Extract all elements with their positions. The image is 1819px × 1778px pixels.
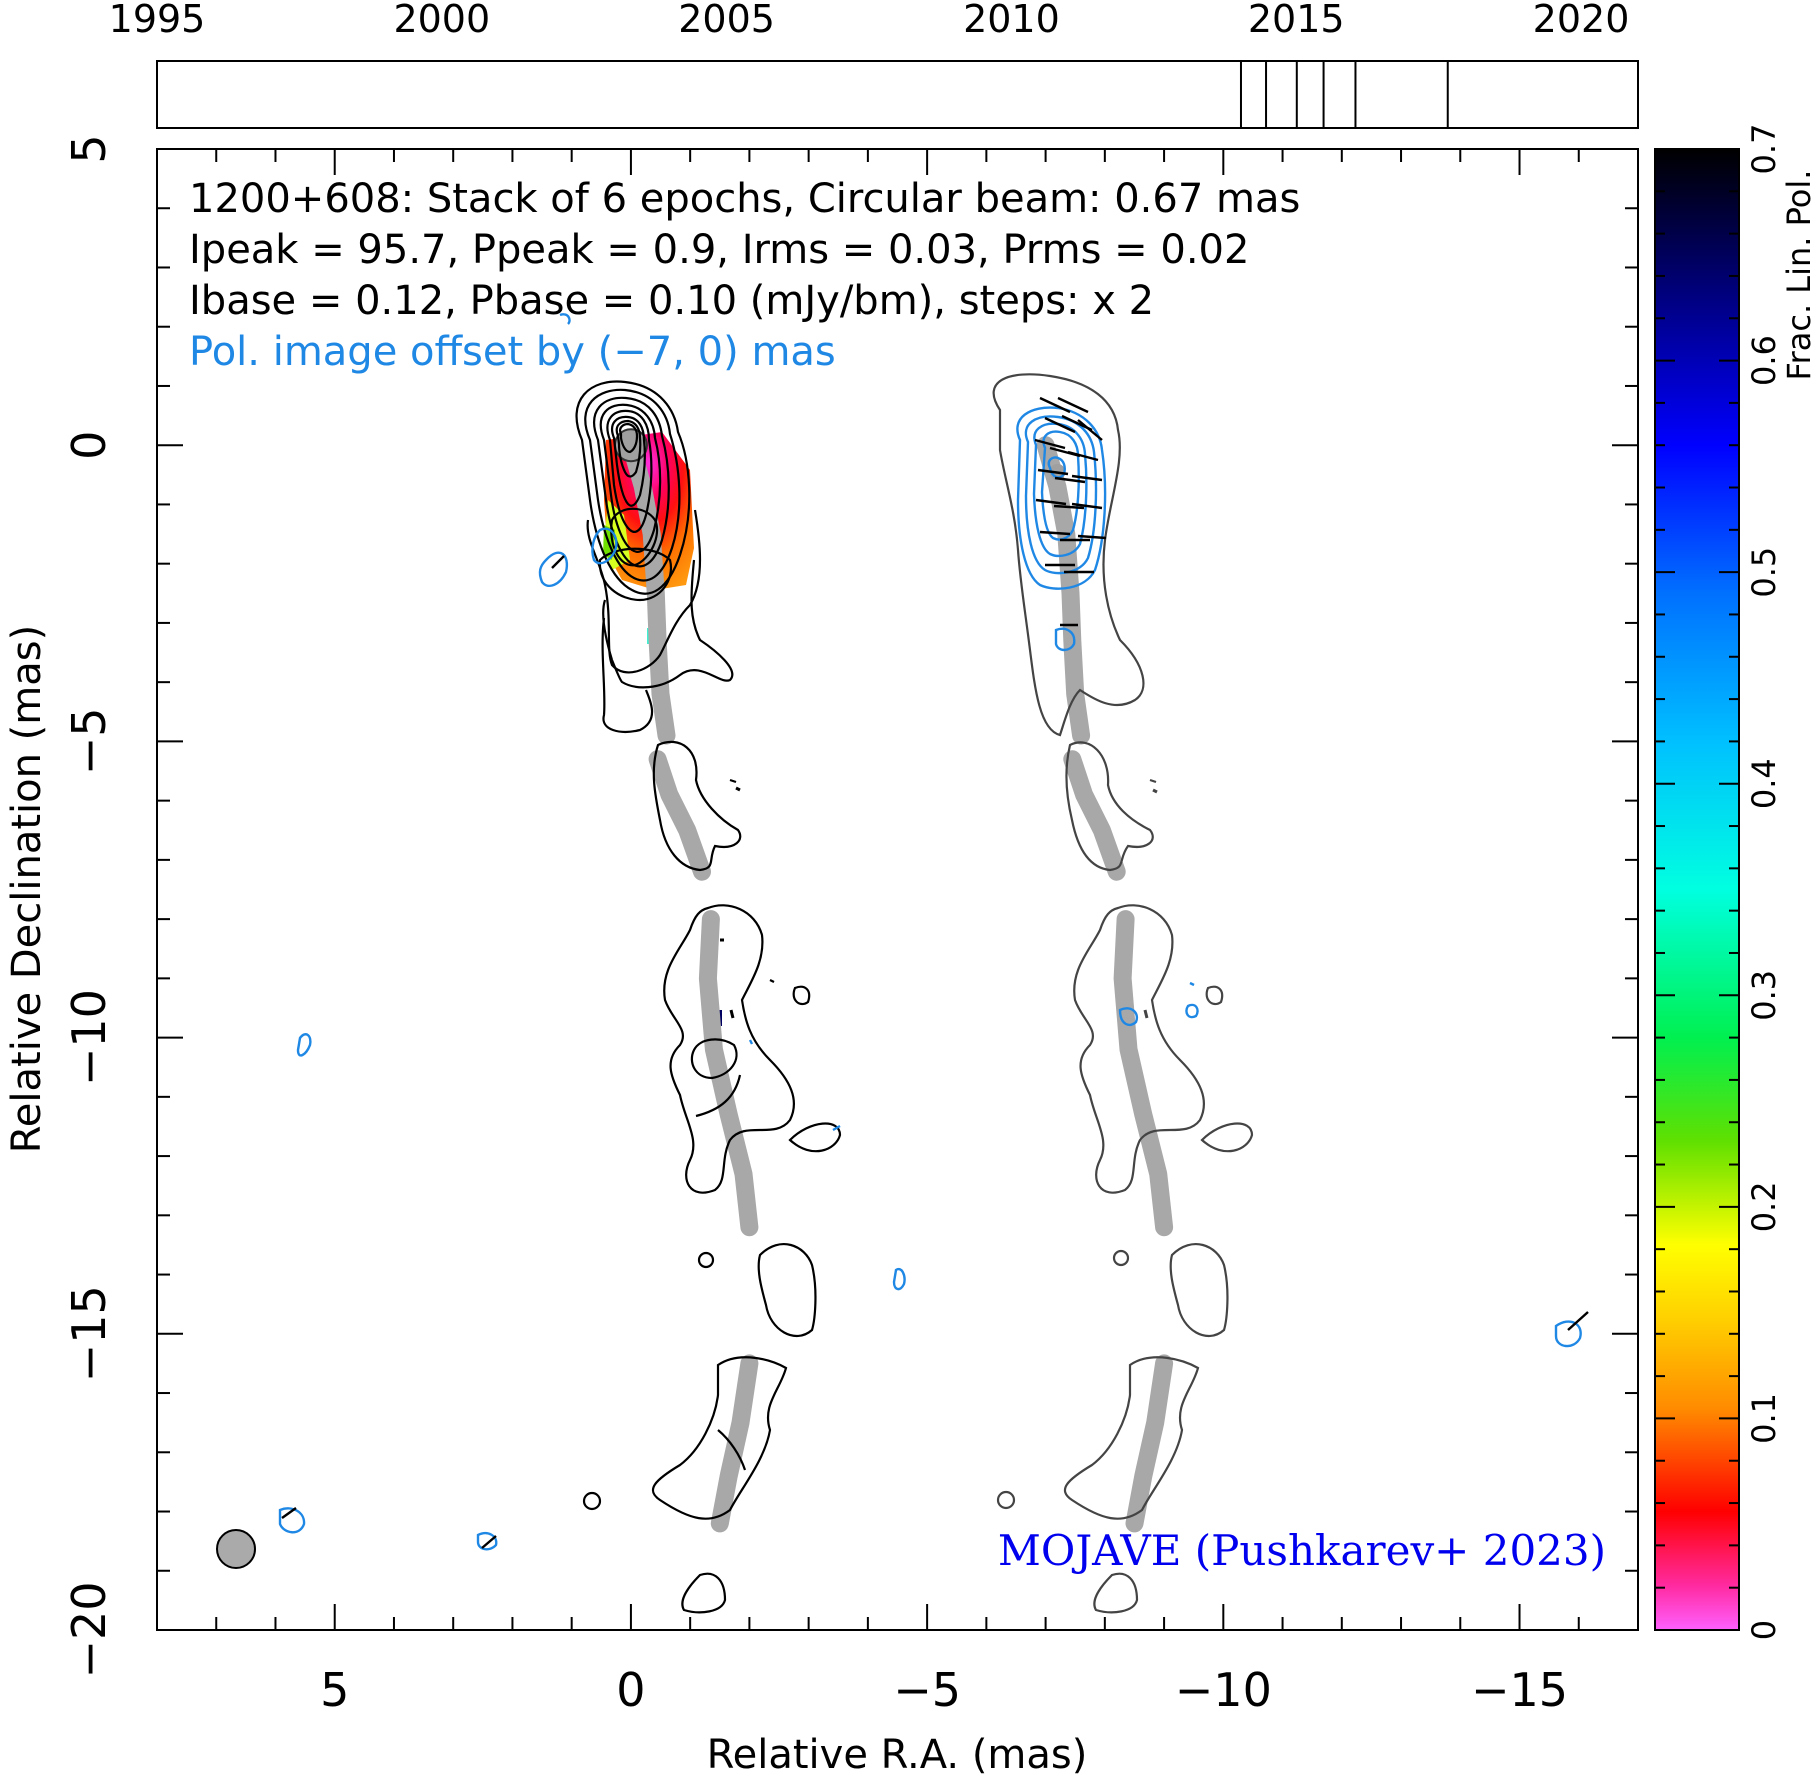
x-axis-ticks bbox=[156, 149, 1639, 1630]
polarized-intensity-contours bbox=[278, 313, 1582, 1551]
ridge-line-pol bbox=[1036, 436, 1091, 745]
colorbar-tick-label: 0 bbox=[1745, 1620, 1783, 1640]
colorbar-tick-label: 0.3 bbox=[1745, 970, 1783, 1021]
ridge-line-total-2 bbox=[648, 750, 711, 881]
timeline-year-label: 2020 bbox=[1533, 0, 1630, 41]
ridge-line-total-4 bbox=[710, 1354, 759, 1533]
ridge-line-pol-2 bbox=[1063, 750, 1126, 881]
timeline-year-label: 1995 bbox=[109, 0, 206, 41]
y-tick-label: −15 bbox=[62, 1285, 116, 1382]
ridge-line-pol-4 bbox=[1125, 1354, 1174, 1533]
epoch-timeline: 1995 2000 2005 2010 2015 2020 bbox=[109, 0, 1639, 129]
colorbar: 0 0.1 0.2 0.3 0.4 0.5 0.6 0.7 Frac. Lin. Pol. bbox=[1654, 124, 1818, 1641]
header-line-1: 1200+608: Stack of 6 epochs, Circular be… bbox=[189, 176, 1300, 222]
y-tick-label: −5 bbox=[62, 707, 116, 775]
timeline-epoch-markers bbox=[1239, 61, 1449, 128]
x-tick-label: 5 bbox=[320, 1663, 349, 1717]
x-axis-tick-labels: 5 0 −5 −10 −15 bbox=[320, 1663, 1568, 1717]
timeline-year-label: 2000 bbox=[393, 0, 490, 41]
total-intensity-contours-offset bbox=[992, 373, 1254, 1614]
timeline-year-labels: 1995 2000 2005 2010 2015 2020 bbox=[109, 0, 1630, 41]
colorbar-label: Frac. Lin. Pol. bbox=[1780, 170, 1818, 381]
timeline-year-label: 2005 bbox=[678, 0, 775, 41]
colorbar-gradient bbox=[1654, 148, 1740, 1631]
header-line-2: Ipeak = 95.7, Ppeak = 0.9, Irms = 0.03, … bbox=[189, 227, 1249, 273]
timeline-year-label: 2010 bbox=[963, 0, 1060, 41]
evpa-vectors bbox=[281, 396, 1589, 1549]
y-tick-label: −20 bbox=[62, 1581, 116, 1678]
colorbar-tick-label: 0.2 bbox=[1745, 1181, 1783, 1232]
colorbar-tick-label: 0.5 bbox=[1745, 547, 1783, 598]
y-tick-label: 0 bbox=[62, 431, 116, 460]
ridge-lines bbox=[613, 428, 1174, 1533]
y-axis-label: Relative Declination (mas) bbox=[4, 625, 50, 1153]
y-axis-tick-labels: 5 0 −5 −10 −15 −20 bbox=[62, 134, 116, 1678]
y-tick-label: 5 bbox=[62, 134, 116, 163]
pol-offset-note: Pol. image offset by (−7, 0) mas bbox=[189, 329, 836, 375]
colorbar-tick-label: 0.1 bbox=[1745, 1393, 1783, 1444]
map-frame bbox=[156, 148, 1639, 1631]
x-tick-label: −15 bbox=[1471, 1663, 1568, 1717]
header-line-3: Ibase = 0.12, Pbase = 0.10 (mJy/bm), ste… bbox=[189, 278, 1154, 324]
colorbar-tick-labels: 0 0.1 0.2 0.3 0.4 0.5 0.6 0.7 bbox=[1745, 124, 1783, 1641]
y-axis-ticks bbox=[157, 148, 1638, 1631]
colorbar-ticks bbox=[1655, 148, 1739, 1631]
map-content bbox=[216, 313, 1589, 1614]
timeline-year-label: 2015 bbox=[1248, 0, 1345, 41]
y-tick-label: −10 bbox=[62, 989, 116, 1086]
credit-label: MOJAVE (Pushkarev+ 2023) bbox=[998, 1526, 1606, 1575]
colorbar-tick-label: 0.7 bbox=[1745, 124, 1783, 175]
map-panel: 5 0 −5 −10 −15 5 0 −5 −10 −15 −20 1200+608: Stack… bbox=[4, 134, 1639, 1778]
x-tick-label: −5 bbox=[893, 1663, 961, 1717]
x-tick-label: 0 bbox=[616, 1663, 645, 1717]
restoring-beam bbox=[216, 1529, 256, 1569]
timeline-frame bbox=[156, 60, 1639, 129]
colorbar-tick-label: 0.4 bbox=[1745, 758, 1783, 809]
ridge-line-pol-3 bbox=[1113, 910, 1174, 1237]
x-axis-label: Relative R.A. (mas) bbox=[707, 1732, 1088, 1778]
total-intensity-contours bbox=[575, 380, 842, 1614]
x-tick-label: −10 bbox=[1175, 1663, 1272, 1717]
ridge-line-total-3 bbox=[698, 910, 759, 1237]
colorbar-tick-label: 0.6 bbox=[1745, 335, 1783, 386]
